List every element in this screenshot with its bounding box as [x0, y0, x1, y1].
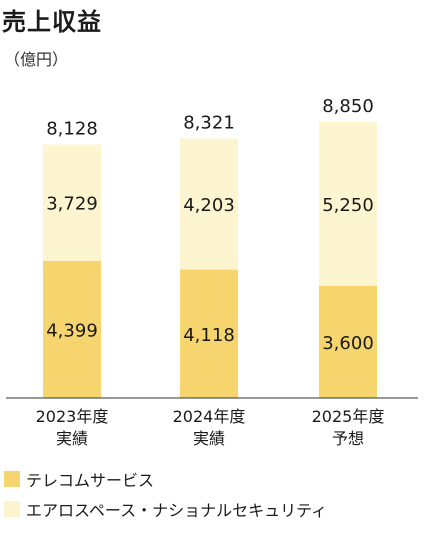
bar-value-label-1-2: 5,250	[322, 195, 374, 216]
legend-item-telecom: テレコムサービス	[4, 467, 154, 491]
x-tick-sublabel-0: 実績	[56, 429, 88, 448]
bar-total-label-0: 8,128	[46, 119, 98, 140]
x-tick-label-2: 2025年度	[312, 407, 385, 426]
legend-label-aerospace: エアロスペース・ナショナルセキュリティ	[26, 501, 328, 520]
x-tick-sublabel-2: 予想	[332, 429, 364, 448]
bar-value-label-1-0: 3,729	[46, 194, 98, 215]
bar-segment-0-1	[180, 269, 238, 398]
bar-segment-1-2	[319, 122, 377, 286]
x-tick-label-1: 2024年度	[173, 407, 246, 426]
bar-value-label-0-2: 3,600	[322, 333, 374, 354]
bar-total-label-2: 8,850	[322, 96, 374, 117]
bar-segment-1-1	[180, 138, 238, 270]
legend-label-telecom: テレコムサービス	[26, 471, 155, 490]
bar-segment-0-2	[319, 285, 377, 398]
bar-segment-0-0	[43, 260, 101, 398]
legend-swatch-aerospace	[4, 501, 20, 517]
bar-value-label-0-0: 4,399	[46, 320, 98, 341]
x-tick-sublabel-1: 実績	[193, 429, 225, 448]
bar-value-label-0-1: 4,118	[183, 325, 235, 346]
legend-swatch-telecom	[4, 471, 20, 487]
bar-total-label-1: 8,321	[183, 112, 235, 133]
chart-title: 売上収益	[2, 8, 102, 36]
bar-value-label-1-1: 4,203	[183, 195, 235, 216]
x-tick-label-0: 2023年度	[36, 407, 109, 426]
unit-label: （億円）	[4, 50, 69, 69]
legend-item-aerospace: エアロスペース・ナショナルセキュリティ	[4, 497, 327, 521]
bar-segment-1-0	[43, 144, 101, 261]
